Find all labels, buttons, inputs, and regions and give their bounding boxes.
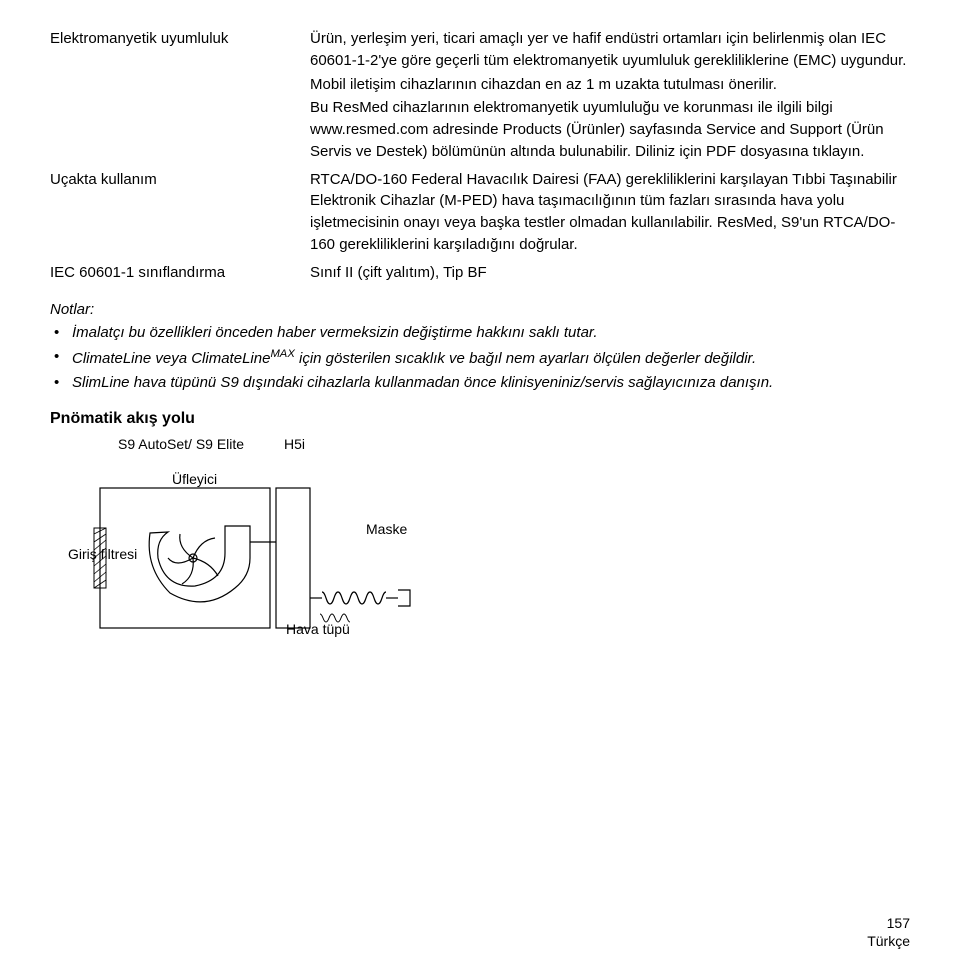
spec-label: IEC 60601-1 sınıflandırma (50, 262, 310, 286)
page-footer: 157 Türkçe (867, 914, 910, 950)
note-item: SlimLine hava tüpünü S9 dışındaki cihazl… (72, 372, 910, 394)
note-item: İmalatçı bu özellikleri önceden haber ve… (72, 322, 910, 344)
spec-row: Elektromanyetik uyumluluk Ürün, yerleşim… (50, 28, 910, 165)
note-text: İmalatçı bu özellikleri önceden haber ve… (72, 324, 598, 341)
diagram-label-airtube: Hava tüpü (286, 621, 350, 637)
notes-label: Notlar: (50, 301, 910, 318)
diagram-label-s9: S9 AutoSet/ S9 Elite (118, 436, 244, 452)
pneumatic-diagram: S9 AutoSet/ S9 Elite H5i Üfleyici Maske … (50, 436, 910, 638)
spec-value-text: RTCA/DO-160 Federal Havacılık Dairesi (F… (310, 169, 910, 256)
spec-label: Uçakta kullanım (50, 169, 310, 258)
spec-label: Elektromanyetik uyumluluk (50, 28, 310, 165)
spec-row: IEC 60601-1 sınıflandırma Sınıf II (çift… (50, 262, 910, 286)
note-item: ClimateLine veya ClimateLineMAX için gös… (72, 346, 910, 370)
spec-value-text: Bu ResMed cihazlarının elektromanyetik u… (310, 97, 910, 162)
note-suffix: için gösterilen sıcaklık ve bağıl nem ay… (295, 350, 756, 367)
spec-row: Uçakta kullanım RTCA/DO-160 Federal Hava… (50, 169, 910, 258)
page-language: Türkçe (867, 932, 910, 950)
spec-value-text: Ürün, yerleşim yeri, ticari amaçlı yer v… (310, 28, 910, 72)
note-superscript: MAX (270, 348, 294, 360)
notes-list: İmalatçı bu özellikleri önceden haber ve… (50, 322, 910, 393)
diagram-top-labels: S9 AutoSet/ S9 Elite H5i (50, 436, 910, 458)
note-prefix: ClimateLine veya ClimateLine (72, 350, 270, 367)
diagram-label-inlet: Giriş filtresi (68, 546, 137, 562)
diagram-label-mask: Maske (366, 521, 407, 537)
spec-value: Sınıf II (çift yalıtım), Tip BF (310, 262, 910, 286)
page-number: 157 (867, 914, 910, 932)
note-text: SlimLine hava tüpünü S9 dışındaki cihazl… (72, 374, 773, 391)
section-heading: Pnömatik akış yolu (50, 410, 910, 428)
spec-value: RTCA/DO-160 Federal Havacılık Dairesi (F… (310, 169, 910, 258)
diagram-label-blower: Üfleyici (172, 471, 217, 487)
spec-table: Elektromanyetik uyumluluk Ürün, yerleşim… (50, 28, 910, 285)
spec-value-text: Sınıf II (çift yalıtım), Tip BF (310, 262, 910, 284)
spec-value-text: Mobil iletişim cihazlarının cihazdan en … (310, 74, 910, 96)
diagram-label-h5i: H5i (284, 436, 305, 452)
spec-value: Ürün, yerleşim yeri, ticari amaçlı yer v… (310, 28, 910, 165)
